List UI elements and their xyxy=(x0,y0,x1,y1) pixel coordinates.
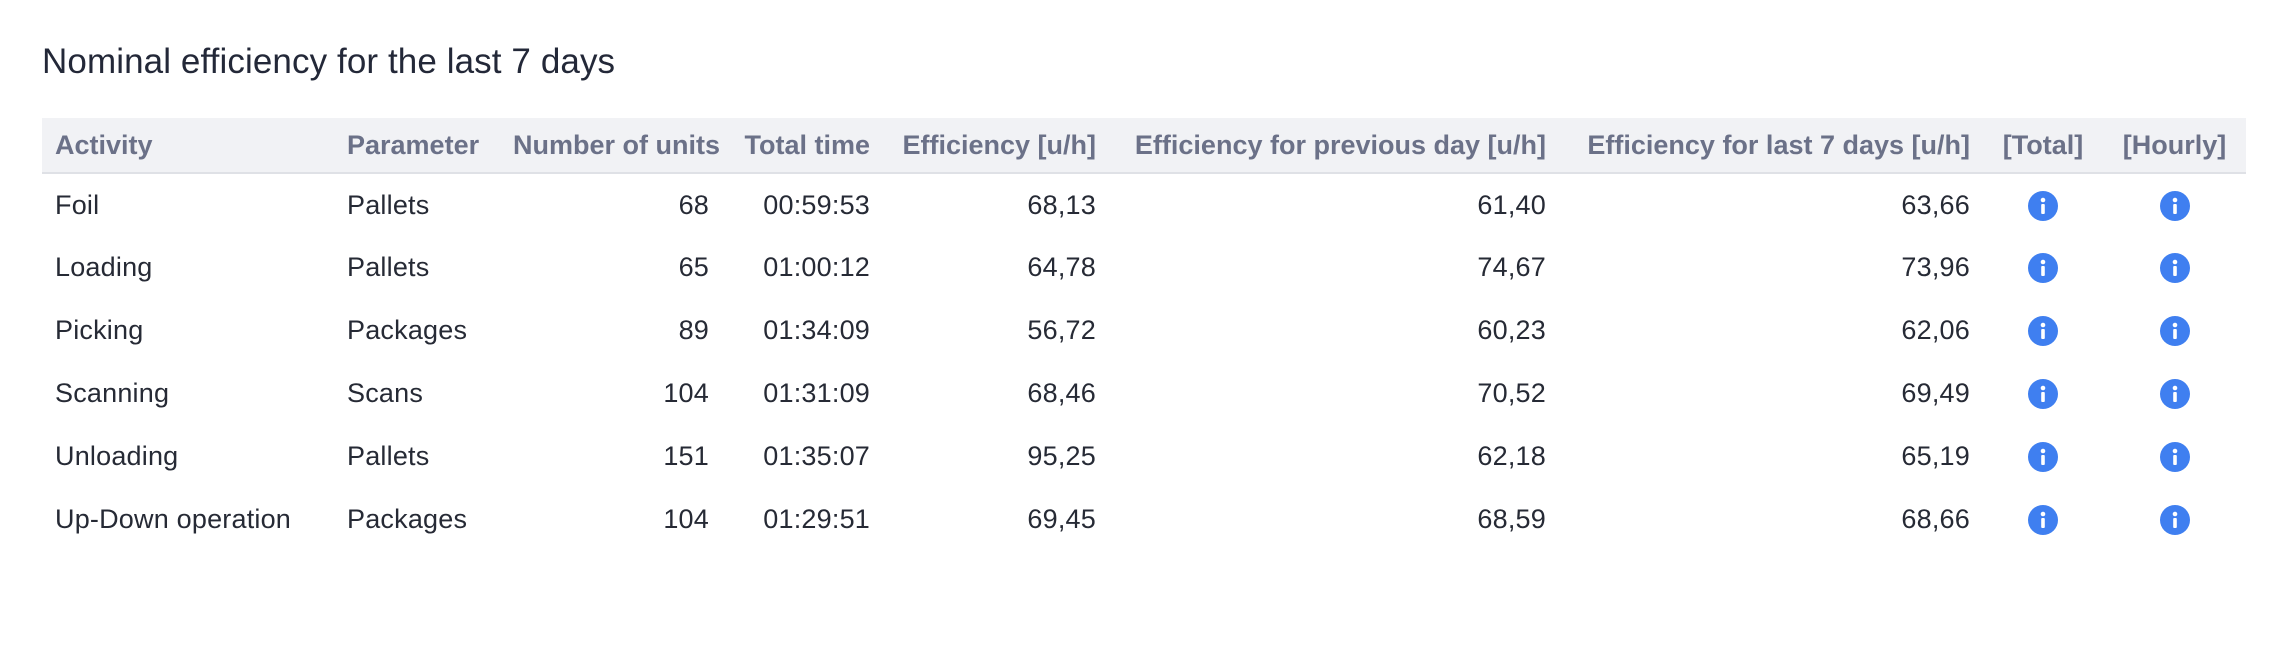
number-of-units-cell: 89 xyxy=(678,315,709,345)
column-header-activity[interactable]: Activity xyxy=(42,118,334,174)
hourly-info-icon[interactable] xyxy=(2159,379,2190,410)
efficiency-last-7-days-cell: 62,06 xyxy=(1901,315,1970,345)
column-header-hourly: [Hourly] xyxy=(2103,118,2246,174)
efficiency-previous-day-cell: 70,52 xyxy=(1477,378,1546,408)
table-row: Up-Down operation Packages 104 01:29:51 69,4… xyxy=(42,488,2246,551)
total-time-cell: 01:31:09 xyxy=(763,378,870,408)
total-time-cell: 01:35:07 xyxy=(763,441,870,471)
table-row: Picking Packages 89 01:34:09 56,72 60,23 62,06 xyxy=(42,299,2246,362)
hourly-info-icon[interactable] xyxy=(2159,442,2190,473)
efficiency-cell: 64,78 xyxy=(1027,252,1096,282)
total-info-icon[interactable] xyxy=(2028,379,2058,410)
efficiency-cell: 69,45 xyxy=(1027,504,1096,534)
column-header-efficiency[interactable]: Efficiency [u/h] xyxy=(883,118,1109,174)
number-of-units-cell: 151 xyxy=(663,441,709,471)
table-row: Foil Pallets 68 00:59:53 68,13 61,40 63,66 xyxy=(42,173,2246,236)
table-row: Unloading Pallets 151 01:35:07 95,25 62,18 65,… xyxy=(42,425,2246,488)
hourly-info-cell xyxy=(2103,299,2246,362)
table-row: Loading Pallets 65 01:00:12 64,78 74,67 73,96 xyxy=(42,236,2246,299)
number-of-units-cell: 104 xyxy=(663,378,709,408)
efficiency-previous-day-cell: 62,18 xyxy=(1477,441,1546,471)
hourly-info-icon[interactable] xyxy=(2159,190,2190,221)
hourly-info-cell xyxy=(2103,425,2246,488)
total-info-cell xyxy=(1983,362,2103,425)
activity-cell: Up-Down operation xyxy=(55,504,292,534)
parameter-cell: Pallets xyxy=(347,189,430,220)
column-header-total: [Total] xyxy=(1983,118,2103,174)
column-header-efficiency-last-7-days[interactable]: Efficiency for last 7 days [u/h] xyxy=(1559,118,1983,174)
total-time-cell: 01:34:09 xyxy=(763,315,870,345)
efficiency-last-7-days-cell: 69,49 xyxy=(1901,378,1970,408)
hourly-info-icon[interactable] xyxy=(2159,253,2190,284)
total-info-icon[interactable] xyxy=(2028,442,2058,473)
activity-cell: Picking xyxy=(55,315,144,345)
table-row: Scanning Scans 104 01:31:09 68,46 70,52 69,49 xyxy=(42,362,2246,425)
efficiency-cell: 68,13 xyxy=(1027,189,1096,220)
total-info-icon[interactable] xyxy=(2028,190,2058,221)
activity-cell: Unloading xyxy=(55,441,179,471)
activity-cell: Scanning xyxy=(55,378,170,408)
column-header-parameter[interactable]: Parameter xyxy=(334,118,500,174)
table-header-row: Activity Parameter Number of units Total… xyxy=(42,118,2246,174)
hourly-info-cell xyxy=(2103,488,2246,551)
total-info-icon[interactable] xyxy=(2028,253,2058,284)
hourly-info-cell xyxy=(2103,362,2246,425)
efficiency-last-7-days-cell: 73,96 xyxy=(1901,252,1970,282)
efficiency-last-7-days-cell: 68,66 xyxy=(1901,504,1970,534)
parameter-cell: Packages xyxy=(347,504,468,534)
activity-cell: Loading xyxy=(55,252,153,282)
page-title: Nominal efficiency for the last 7 days xyxy=(42,42,616,81)
efficiency-previous-day-cell: 74,67 xyxy=(1477,252,1546,282)
hourly-info-icon[interactable] xyxy=(2159,505,2190,536)
number-of-units-cell: 104 xyxy=(663,504,709,534)
activity-cell: Foil xyxy=(55,189,100,220)
total-info-cell xyxy=(1983,425,2103,488)
total-time-cell: 01:29:51 xyxy=(763,504,870,534)
hourly-info-cell xyxy=(2103,173,2246,236)
efficiency-last-7-days-cell: 63,66 xyxy=(1901,189,1970,220)
hourly-info-cell xyxy=(2103,236,2246,299)
parameter-cell: Scans xyxy=(347,378,424,408)
total-info-cell xyxy=(1983,173,2103,236)
efficiency-cell: 95,25 xyxy=(1027,441,1096,471)
hourly-info-icon[interactable] xyxy=(2159,316,2190,347)
efficiency-previous-day-cell: 61,40 xyxy=(1477,189,1546,220)
parameter-cell: Pallets xyxy=(347,441,430,471)
total-time-cell: 01:00:12 xyxy=(763,252,870,282)
column-header-efficiency-previous-day[interactable]: Efficiency for previous day [u/h] xyxy=(1109,118,1559,174)
efficiency-cell: 56,72 xyxy=(1027,315,1096,345)
table-body: Foil Pallets 68 00:59:53 68,13 61,40 63,66 Load… xyxy=(42,173,2246,551)
total-info-icon[interactable] xyxy=(2028,505,2058,536)
total-info-cell xyxy=(1983,236,2103,299)
number-of-units-cell: 68 xyxy=(678,189,709,220)
total-time-cell: 00:59:53 xyxy=(763,189,870,220)
efficiency-table: Activity Parameter Number of units Total… xyxy=(42,118,2246,551)
total-info-cell xyxy=(1983,488,2103,551)
efficiency-last-7-days-cell: 65,19 xyxy=(1901,441,1970,471)
parameter-cell: Packages xyxy=(347,315,468,345)
number-of-units-cell: 65 xyxy=(678,252,709,282)
efficiency-previous-day-cell: 68,59 xyxy=(1477,504,1546,534)
parameter-cell: Pallets xyxy=(347,252,430,282)
column-header-number-of-units[interactable]: Number of units xyxy=(500,118,722,174)
efficiency-previous-day-cell: 60,23 xyxy=(1477,315,1546,345)
column-header-total-time[interactable]: Total time xyxy=(722,118,883,174)
total-info-icon[interactable] xyxy=(2028,316,2058,347)
total-info-cell xyxy=(1983,299,2103,362)
efficiency-cell: 68,46 xyxy=(1027,378,1096,408)
